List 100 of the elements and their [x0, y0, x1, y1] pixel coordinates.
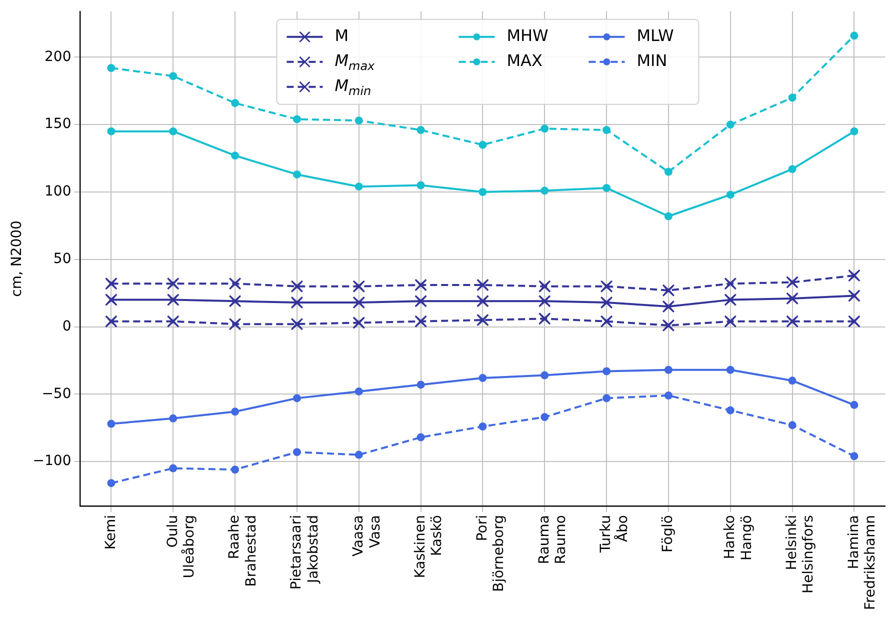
point [354, 450, 363, 459]
point [167, 294, 180, 306]
point [169, 464, 178, 472]
point [848, 290, 860, 302]
point [105, 278, 118, 290]
point [664, 391, 672, 400]
point [290, 318, 303, 330]
point [107, 479, 116, 488]
point [416, 380, 425, 389]
point [292, 394, 301, 402]
point [105, 315, 118, 328]
point [724, 278, 736, 290]
y-axis-title: cm, N2000 [9, 220, 26, 297]
point [231, 408, 240, 416]
point [229, 295, 242, 308]
legend-label: MLW [636, 26, 674, 46]
point [602, 394, 611, 402]
x-tick-label: Vaasa Vasa [350, 515, 384, 557]
x-tick-label: Rauma Raumo [536, 515, 570, 564]
point [292, 448, 301, 456]
y-tick-label: 0 [62, 318, 72, 334]
point [726, 366, 734, 374]
point [664, 212, 672, 220]
point [478, 140, 487, 149]
point [416, 126, 425, 134]
point [105, 294, 118, 306]
point [354, 387, 363, 396]
point [478, 374, 487, 382]
point [107, 64, 116, 72]
point [662, 284, 674, 296]
point [229, 278, 242, 290]
point [850, 127, 858, 136]
x-tick-label: Kaskinen Kaskö [412, 515, 446, 578]
legend-label: MIN [636, 51, 668, 70]
point [788, 376, 796, 385]
x-tick-label: Hamina Fredrikshamn [846, 515, 879, 610]
point [107, 420, 116, 428]
legend-label: M [334, 26, 349, 46]
point [850, 452, 858, 460]
x-tick-label: Turku Åbo [598, 515, 631, 554]
point [167, 278, 180, 290]
x-tick-label: Kemi [102, 515, 119, 550]
point [850, 32, 858, 40]
point [724, 294, 736, 306]
point [540, 371, 549, 380]
point [354, 182, 363, 191]
point [850, 400, 858, 409]
point [231, 99, 240, 108]
point [416, 433, 425, 442]
point [290, 280, 303, 292]
point [414, 315, 427, 328]
point [540, 186, 549, 195]
point [602, 126, 611, 134]
point [848, 270, 860, 282]
point [726, 190, 734, 199]
y-tick-label: −100 [32, 453, 72, 470]
point [229, 318, 242, 330]
point [169, 414, 178, 422]
point [664, 366, 672, 374]
point [662, 319, 674, 332]
x-tick-label: Raahe Brahestad [226, 515, 260, 587]
point [478, 422, 487, 430]
y-tick-label: 150 [44, 116, 72, 132]
y-tick-label: −50 [42, 386, 72, 402]
y-tick-label: 100 [44, 184, 72, 200]
point [540, 413, 549, 422]
point [788, 165, 796, 174]
point [476, 278, 489, 291]
point [786, 292, 798, 304]
point [788, 94, 796, 102]
point [478, 188, 487, 196]
x-tick-label: Oulu Uleåborg [164, 515, 198, 578]
legend-label: MHW [506, 26, 549, 46]
point [538, 312, 551, 325]
point [231, 466, 240, 474]
point [414, 278, 427, 291]
point [848, 315, 860, 328]
point [600, 315, 613, 328]
legend-label: MAX [506, 51, 542, 70]
point [107, 127, 116, 136]
point [292, 115, 301, 124]
x-tick-label: Pietarsaari Jakobstad [288, 515, 322, 590]
point [786, 315, 798, 328]
point [352, 296, 365, 309]
point [724, 315, 736, 328]
point [602, 367, 611, 376]
point [726, 406, 734, 414]
point [167, 315, 180, 328]
point [538, 280, 551, 292]
point [726, 120, 734, 129]
point [600, 280, 613, 292]
point [476, 314, 489, 326]
x-tick-label: Hanko Hangö [722, 515, 755, 560]
point [602, 184, 611, 192]
x-tick-label: Föglö [660, 515, 676, 552]
x-tick-label: Helsinki Helsingfors [784, 515, 817, 594]
y-tick-label: 50 [53, 251, 72, 268]
point [786, 276, 798, 288]
y-tick-label: 200 [44, 48, 72, 65]
point [169, 72, 178, 80]
